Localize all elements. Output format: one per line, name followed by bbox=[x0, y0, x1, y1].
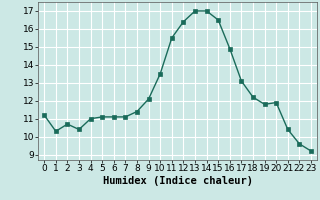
X-axis label: Humidex (Indice chaleur): Humidex (Indice chaleur) bbox=[103, 176, 252, 186]
